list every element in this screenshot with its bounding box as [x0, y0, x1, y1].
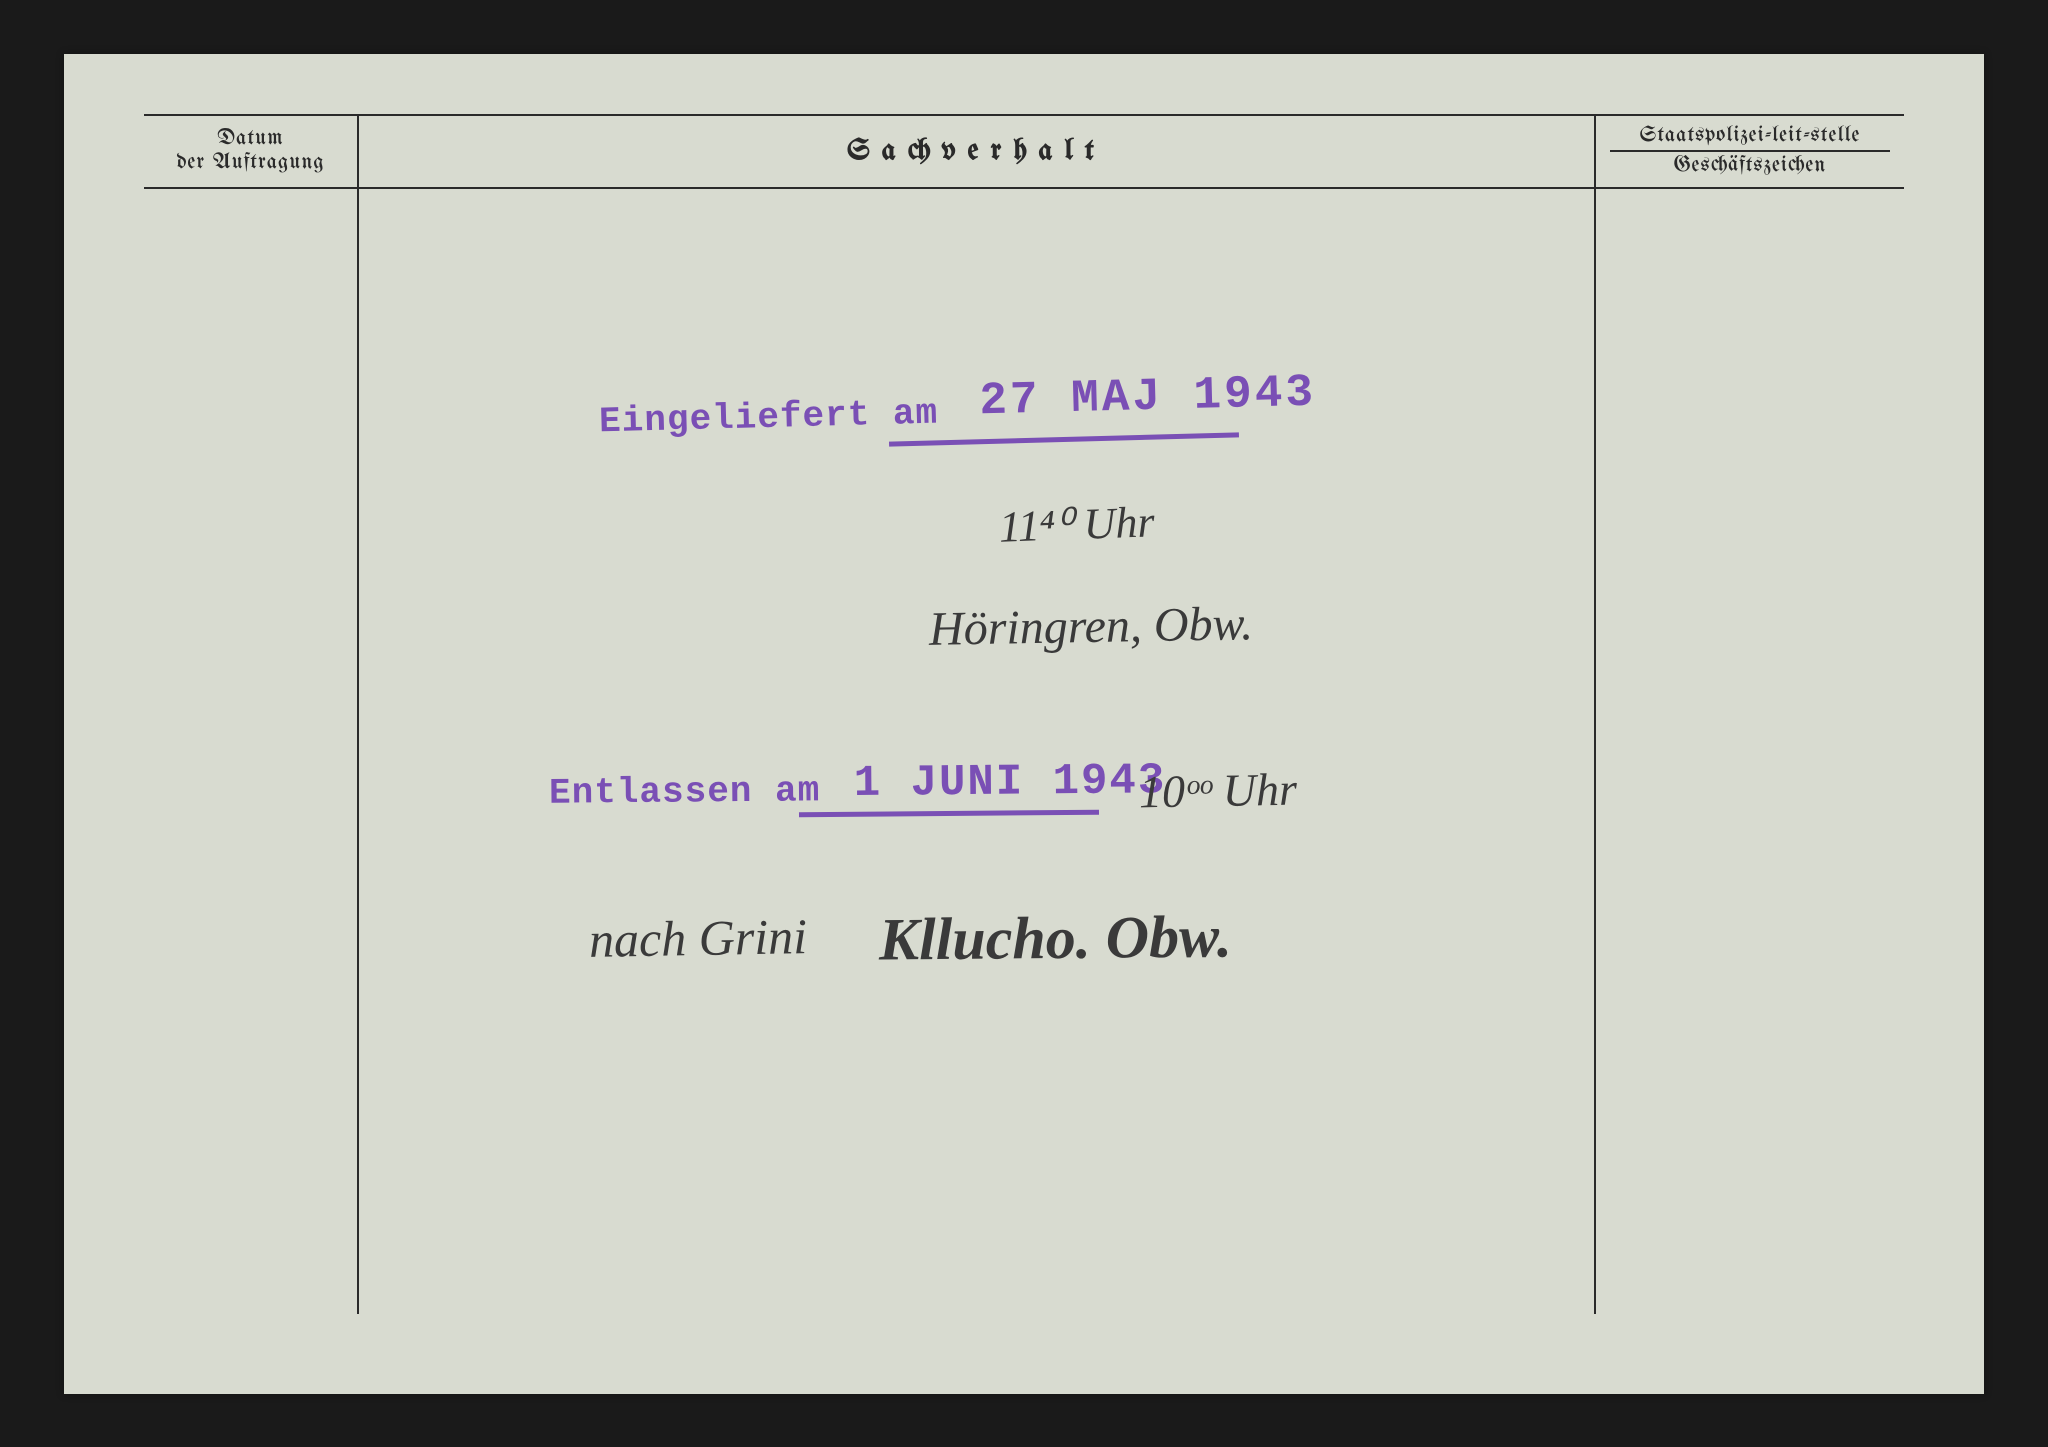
- handwriting-time1: 11⁴⁰ Uhr: [998, 496, 1155, 552]
- body-row: Eingeliefert am 27 MAJ 1943 11⁴⁰ Uhr Hör…: [144, 189, 1904, 1314]
- stamp-eingeliefert-date: 27 MAJ 1943: [979, 366, 1317, 427]
- handwriting-time2: 10ᵒᵒ Uhr: [1139, 762, 1298, 818]
- form-frame: Datum der Auftragung Sachverhalt Staatsp…: [144, 114, 1904, 1314]
- header-col-title: Sachverhalt: [359, 116, 1594, 187]
- header-col-date: Datum der Auftragung: [144, 116, 359, 187]
- stamp-entlassen-date: 1 JUNI 1943: [854, 756, 1167, 809]
- header-date-line2: der Auftragung: [176, 151, 324, 175]
- header-date-line1: Datum: [217, 127, 283, 151]
- handwriting-note: nach Grini: [589, 907, 808, 969]
- body-col-date: [144, 189, 359, 1314]
- document-card: Datum der Auftragung Sachverhalt Staatsp…: [64, 54, 1984, 1394]
- handwriting-signature2: Kllucho. Obw.: [879, 902, 1232, 974]
- header-ref-line1: Staatspolizei-leit-stelle: [1640, 124, 1861, 148]
- header-title: Sachverhalt: [847, 135, 1106, 167]
- stamp-entlassen: Entlassen am 1 JUNI 1943: [549, 761, 1167, 816]
- stamp-entlassen-label: Entlassen am: [549, 770, 821, 813]
- handwriting-signature1: Höringren, Obw.: [929, 596, 1254, 657]
- header-ref-divider: [1610, 150, 1890, 152]
- header-row: Datum der Auftragung Sachverhalt Staatsp…: [144, 114, 1904, 189]
- body-col-reference: [1594, 189, 1904, 1314]
- stamp-eingeliefert-label: Eingeliefert am: [599, 392, 939, 442]
- body-col-content: Eingeliefert am 27 MAJ 1943 11⁴⁰ Uhr Hör…: [359, 189, 1594, 1314]
- header-ref-line2: Geschäftszeichen: [1674, 154, 1827, 178]
- header-col-reference: Staatspolizei-leit-stelle Geschäftszeich…: [1594, 116, 1904, 187]
